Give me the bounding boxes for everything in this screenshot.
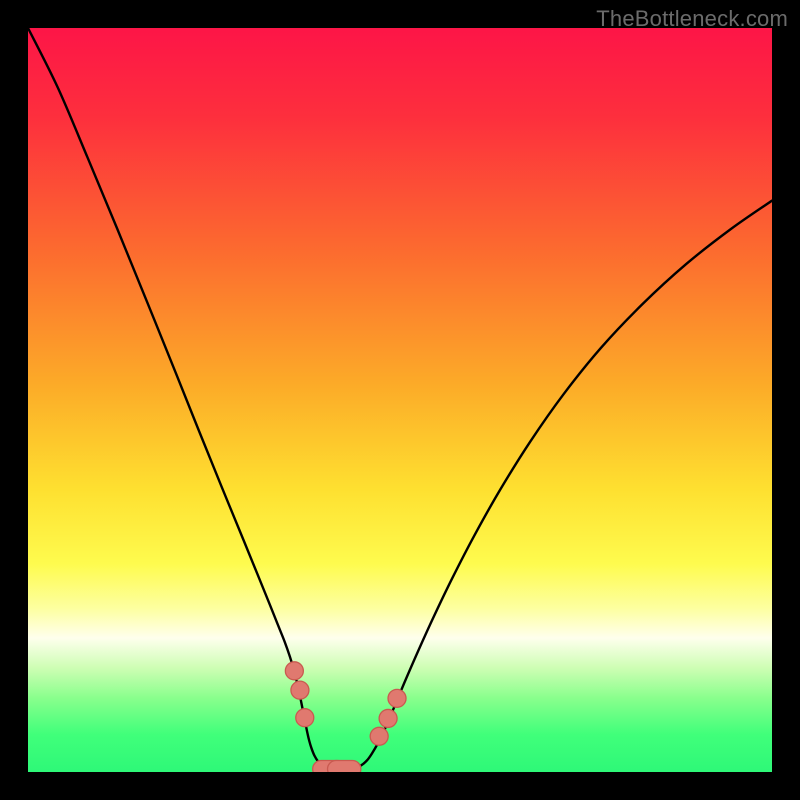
bottleneck-curve-chart: [28, 28, 772, 772]
watermark-text: TheBottleneck.com: [596, 6, 788, 32]
curve-markers: [285, 662, 406, 772]
marker-dot: [370, 727, 388, 745]
marker-dot: [379, 709, 397, 727]
marker-dot: [388, 689, 406, 707]
curve-line: [28, 28, 772, 771]
marker-dot: [291, 681, 309, 699]
marker-sausage: [328, 761, 361, 772]
marker-dot: [296, 709, 314, 727]
marker-dot: [285, 662, 303, 680]
